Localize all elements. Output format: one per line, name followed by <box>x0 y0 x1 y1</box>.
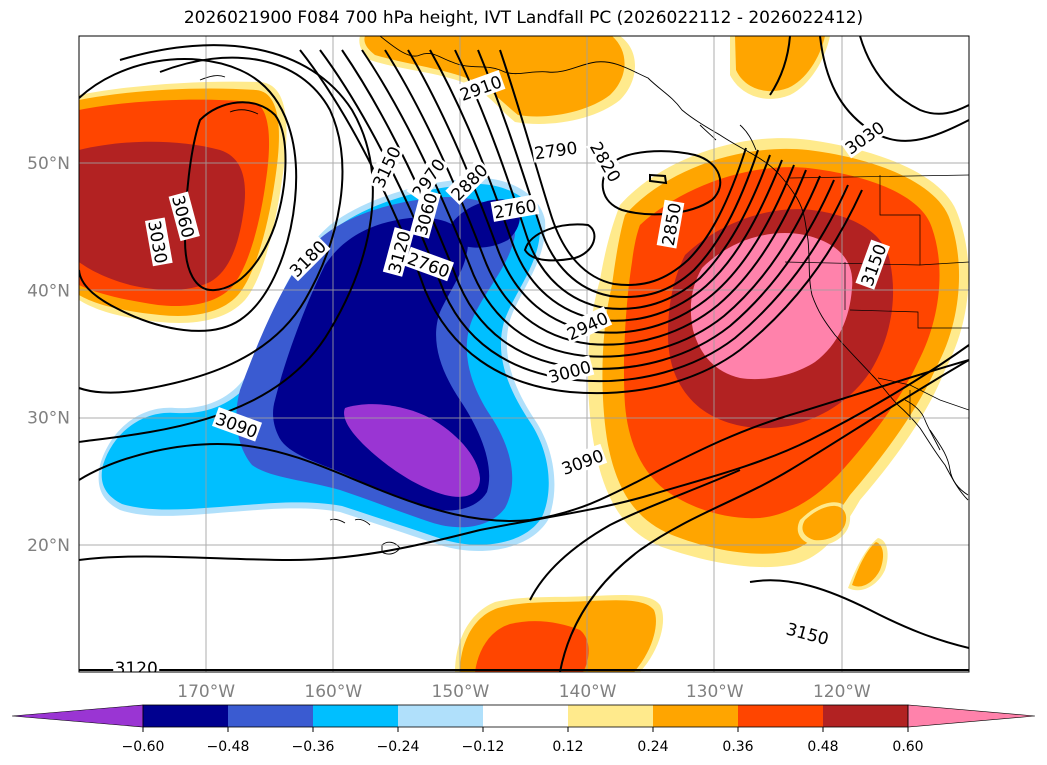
colorbar-segment <box>483 705 568 727</box>
colorbar-tick-label: 0.24 <box>637 739 668 755</box>
contour-label: 3030 <box>143 217 173 267</box>
contour-label-bg <box>409 189 441 239</box>
contour-label-bg <box>283 234 331 282</box>
lat-tick-label: 30°N <box>27 409 70 429</box>
longitude-tick-labels: 170°W 160°W 150°W 140°W 130°W 120°W <box>177 682 871 702</box>
contour-label-bg <box>403 246 455 282</box>
contour-label-bg <box>544 355 595 387</box>
colorbar-segment <box>313 705 398 727</box>
contour-label-bg <box>113 657 160 672</box>
lat-tick-label: 50°N <box>27 154 70 174</box>
colorbar: −0.60 −0.48 −0.36 −0.24 −0.12 0.12 0.24 0.36 0.4… <box>11 704 1036 755</box>
ivt-positive-anomaly-south <box>455 502 888 672</box>
colorbar-tick-label: −0.48 <box>207 739 250 755</box>
lon-tick-label: 130°W <box>686 682 744 702</box>
contour-label-bg <box>144 217 173 267</box>
contour-label: 2760 <box>490 194 540 224</box>
contour-label-bg <box>839 115 889 159</box>
contour-label-text: 3120 <box>115 659 158 679</box>
colorbar-tick-label: 0.12 <box>552 739 583 755</box>
contour-label-bg <box>531 136 580 163</box>
contour-label-bg <box>656 199 685 249</box>
lon-tick-label: 120°W <box>813 682 871 702</box>
contour-label: 2850 <box>656 199 686 249</box>
colorbar-segment <box>738 705 823 727</box>
lon-tick-label: 170°W <box>177 682 235 702</box>
colorbar-segment <box>568 705 653 727</box>
colorbar-tick-label: 0.36 <box>722 739 753 755</box>
contour-label-bg <box>782 617 833 649</box>
colorbar-segment <box>653 705 738 727</box>
colorbar-segment <box>823 705 908 727</box>
contour-label-bg <box>490 194 540 222</box>
latitude-tick-labels: 20°N 30°N 40°N 50°N <box>27 154 70 556</box>
contour-label-bg <box>562 306 613 344</box>
colorbar-extend-high <box>907 704 1036 728</box>
contour-label-bg <box>382 227 415 277</box>
colorbar-tick-label: −0.12 <box>462 739 505 755</box>
colorbar-segment <box>143 705 228 727</box>
map-frame <box>78 35 970 673</box>
contour-label-bg <box>855 239 890 290</box>
lon-tick-label: 150°W <box>432 682 490 702</box>
lon-tick-label: 160°W <box>304 682 362 702</box>
colorbar-segment <box>228 705 313 727</box>
contour-label-bg <box>168 191 200 242</box>
colorbar-tick-label: −0.60 <box>122 739 165 755</box>
contour-label-bg <box>557 443 608 479</box>
contour-label-bg <box>406 153 450 203</box>
colorbar-extend-low <box>11 704 144 728</box>
political-borders <box>784 174 969 420</box>
height-contours <box>79 36 969 672</box>
colorbar-tick-label: −0.36 <box>292 739 335 755</box>
lat-tick-label: 20°N <box>27 536 70 556</box>
colorbar-tick-label: −0.24 <box>377 739 420 755</box>
lat-tick-label: 40°N <box>27 281 70 301</box>
contour-label-bg <box>586 136 627 187</box>
colorbar-outline <box>142 704 909 728</box>
colorbar-tick-label: 0.48 <box>807 739 838 755</box>
coastlines <box>199 36 969 555</box>
map-title: 2026021900 F084 700 hPa height, IVT Land… <box>183 8 864 28</box>
contour-label-bg <box>445 158 492 205</box>
contour-label-bg <box>455 69 506 105</box>
contour-label-bg <box>366 141 405 192</box>
colorbar-segment <box>398 705 483 727</box>
contour-label: 3120 <box>113 657 160 679</box>
lon-tick-label: 140°W <box>559 682 617 702</box>
colorbar-tick-label: 0.60 <box>892 739 923 755</box>
graticule <box>79 36 969 672</box>
contour-label-bg <box>211 407 263 442</box>
